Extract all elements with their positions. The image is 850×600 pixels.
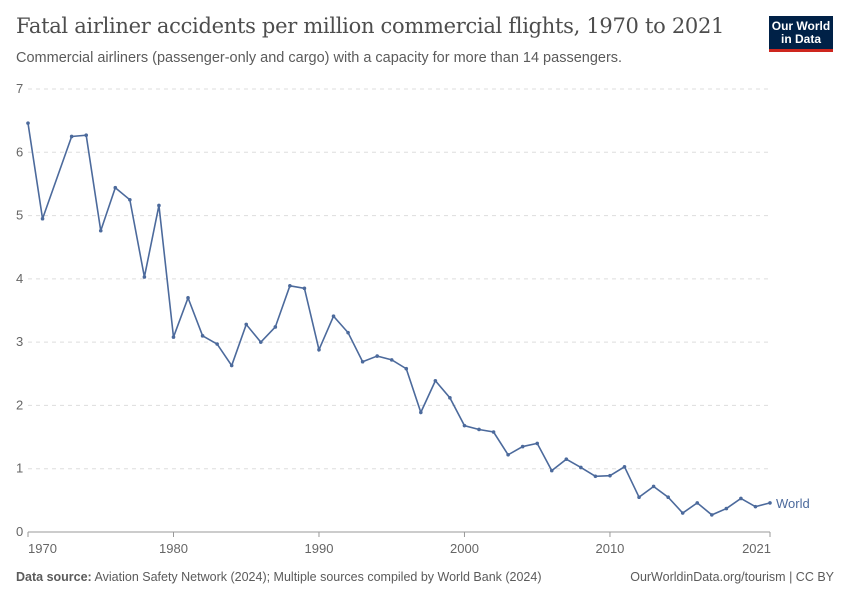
data-point — [419, 410, 423, 415]
data-point — [113, 185, 118, 190]
data-point — [360, 359, 365, 364]
data-point — [389, 358, 394, 362]
data-point — [258, 340, 263, 344]
data-point — [506, 452, 510, 457]
data-point — [98, 228, 103, 233]
x-tick-label: 1970 — [28, 541, 57, 556]
y-tick-label: 4 — [16, 271, 23, 286]
data-point — [724, 506, 729, 511]
data-point — [215, 342, 219, 346]
data-point — [84, 133, 88, 137]
data-point — [695, 501, 700, 505]
data-point — [244, 322, 249, 327]
data-point — [622, 465, 627, 469]
data-point — [564, 457, 569, 462]
data-point — [579, 465, 583, 470]
data-point — [608, 473, 612, 478]
data-point — [593, 474, 598, 479]
x-tick-label: 2000 — [450, 541, 479, 556]
data-point — [549, 468, 554, 473]
data-point — [317, 347, 321, 352]
y-tick-label: 5 — [16, 208, 23, 223]
x-tick-label: 2021 — [742, 541, 771, 556]
data-point — [302, 286, 307, 291]
data-point — [375, 354, 379, 358]
data-point — [128, 197, 132, 202]
y-tick-label: 2 — [16, 397, 23, 412]
data-point — [666, 495, 670, 499]
data-point — [710, 513, 714, 517]
data-point — [462, 423, 467, 428]
y-tick-label: 7 — [16, 81, 23, 96]
x-tick-label: 2010 — [595, 541, 624, 556]
data-point — [273, 325, 278, 329]
data-point — [331, 314, 336, 318]
data-point — [186, 296, 190, 300]
data-point — [739, 496, 743, 501]
chart-title: Fatal airliner accidents per million com… — [16, 14, 725, 38]
data-point — [753, 504, 758, 509]
owid-logo[interactable]: Our World in Data — [769, 16, 833, 52]
data-point — [520, 444, 525, 449]
y-tick-label: 1 — [16, 461, 23, 476]
data-point — [200, 334, 205, 338]
data-point — [26, 121, 30, 125]
y-tick-label: 0 — [16, 524, 23, 539]
data-point — [433, 378, 438, 383]
y-tick-label: 3 — [16, 334, 23, 349]
data-point — [535, 441, 540, 446]
credit-link[interactable]: OurWorldinData.org/tourism | CC BY — [630, 570, 834, 584]
data-point — [346, 330, 350, 335]
data-point — [680, 511, 685, 515]
data-point — [768, 501, 772, 505]
data-point — [229, 363, 234, 368]
data-point — [491, 430, 496, 434]
series-label: World — [776, 496, 810, 511]
y-tick-label: 6 — [16, 144, 23, 159]
data-point — [40, 216, 45, 221]
x-tick-label: 1980 — [159, 541, 188, 556]
data-point — [404, 366, 409, 371]
data-source: Data source: Aviation Safety Network (20… — [16, 570, 542, 584]
series-line-world — [27, 123, 771, 516]
data-point — [142, 275, 147, 279]
data-point — [448, 396, 452, 400]
data-point — [477, 427, 481, 432]
data-point — [637, 495, 641, 499]
x-tick-label: 1990 — [305, 541, 334, 556]
data-point — [157, 203, 161, 208]
data-point — [171, 335, 176, 339]
chart-subtitle: Commercial airliners (passenger-only and… — [16, 50, 623, 66]
data-point — [288, 284, 292, 288]
data-point — [651, 484, 656, 489]
data-point — [69, 134, 74, 139]
